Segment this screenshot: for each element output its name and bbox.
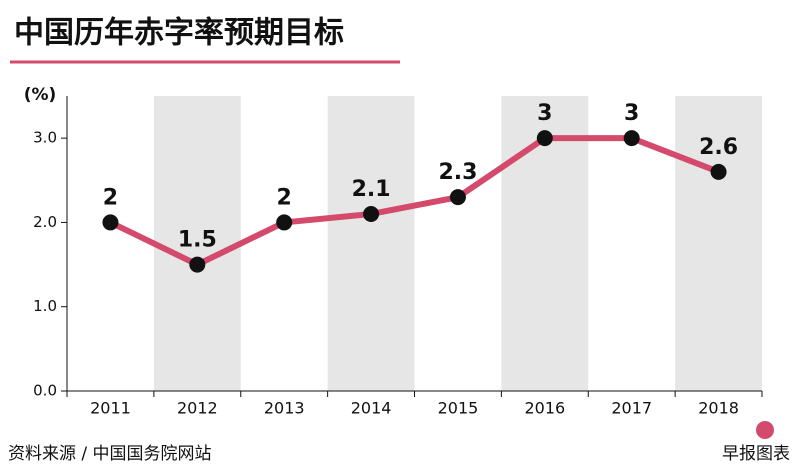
data-label: 2.1 <box>352 177 391 202</box>
y-tick-label: 3.0 <box>33 129 57 147</box>
data-label: 1.5 <box>178 228 217 253</box>
band-shade <box>675 96 762 391</box>
x-tick-label: 2014 <box>351 399 392 418</box>
point <box>710 163 727 180</box>
x-tick-label: 2015 <box>438 399 479 418</box>
x-tick-label: 2016 <box>524 399 565 418</box>
point <box>102 214 119 231</box>
x-tick-label: 2011 <box>90 399 131 418</box>
y-axis-label: (%) <box>24 85 57 105</box>
point <box>536 130 553 147</box>
x-tick-label: 2018 <box>698 399 739 418</box>
credit: 早报图表 <box>722 444 790 464</box>
point <box>276 214 293 231</box>
x-tick-label: 2012 <box>177 399 218 418</box>
source: 资料来源 / 中国国务院网站 <box>8 444 212 464</box>
data-label: 3 <box>537 101 552 126</box>
series-line <box>109 135 720 268</box>
point <box>363 206 380 222</box>
y-tick-label: 0.0 <box>33 382 57 400</box>
y-tick-label: 1.0 <box>33 297 57 315</box>
band-shade <box>327 96 415 391</box>
x-tick-label: 2013 <box>264 399 305 418</box>
x-tick-label: 2017 <box>611 399 652 418</box>
data-label: 2 <box>277 185 292 210</box>
data-label: 2.6 <box>699 135 738 160</box>
chart-title: 中国历年赤字率预期目标 <box>14 16 344 51</box>
plot: 0.0 1.0 2.0 3.0 2011 2012 2013 2014 2015 2016 2017… <box>33 96 763 418</box>
band-shade <box>153 96 241 391</box>
y-tick-label: 2.0 <box>33 213 57 231</box>
data-label: 2.3 <box>438 160 477 185</box>
logo <box>756 421 774 439</box>
point <box>623 130 640 147</box>
data-label: 3 <box>624 101 639 126</box>
point <box>189 256 206 273</box>
point <box>449 189 466 206</box>
data-label: 2 <box>103 185 118 210</box>
